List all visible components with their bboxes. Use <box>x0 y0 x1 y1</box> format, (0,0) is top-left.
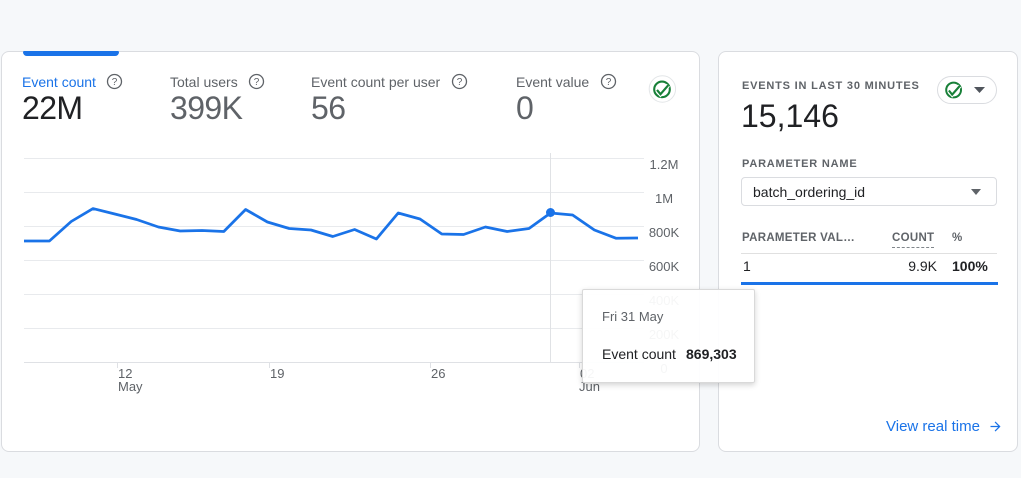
svg-text:?: ? <box>254 77 260 88</box>
svg-text:600K: 600K <box>649 259 680 274</box>
svg-text:800K: 800K <box>649 225 680 240</box>
svg-text:?: ? <box>112 77 118 88</box>
svg-text:26: 26 <box>431 366 445 381</box>
svg-text:12: 12 <box>118 366 132 381</box>
svg-text:19: 19 <box>270 366 284 381</box>
svg-text:?: ? <box>606 77 612 88</box>
svg-text:May: May <box>118 379 143 394</box>
svg-text:?: ? <box>457 77 463 88</box>
svg-text:1.2M: 1.2M <box>650 157 679 172</box>
svg-text:1M: 1M <box>655 191 673 206</box>
